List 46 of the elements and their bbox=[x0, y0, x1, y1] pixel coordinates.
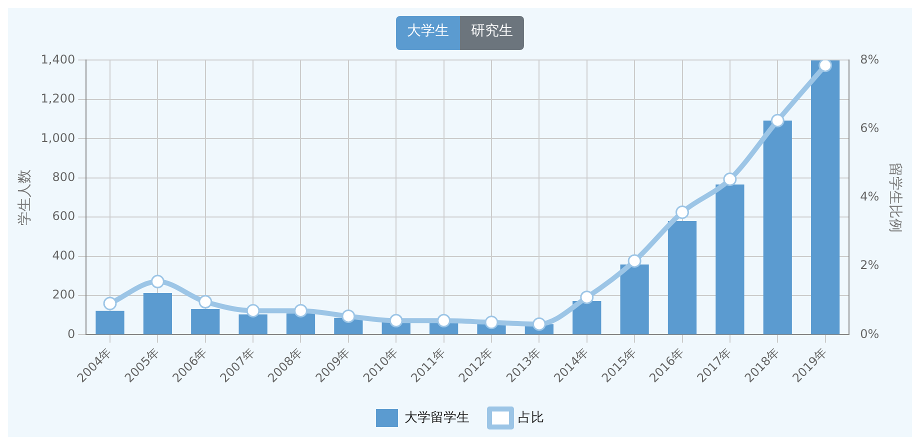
y2-tick-label: 4% bbox=[860, 190, 880, 204]
point bbox=[532, 317, 546, 331]
bar bbox=[286, 313, 316, 334]
y-tick-label: 1,200 bbox=[40, 92, 76, 106]
bar bbox=[238, 314, 268, 334]
point bbox=[818, 60, 832, 72]
y2-tick-label: 6% bbox=[860, 120, 880, 135]
y-tick-label: 1,400 bbox=[40, 52, 76, 66]
y-tick-label: 600 bbox=[52, 209, 76, 224]
y-tick-label: 1,000 bbox=[40, 130, 76, 145]
y2-axis-title: 留学生比例 bbox=[886, 162, 903, 232]
y-axis-title: 学生人数 bbox=[17, 169, 34, 226]
point bbox=[198, 295, 212, 309]
point bbox=[580, 290, 594, 304]
y-tick-label: 400 bbox=[52, 248, 76, 262]
y-tick-label: 200 bbox=[52, 288, 76, 302]
bar bbox=[191, 309, 220, 334]
y-tick-label: 0 bbox=[68, 326, 76, 341]
point bbox=[437, 314, 451, 328]
point bbox=[342, 309, 356, 323]
bar bbox=[96, 310, 124, 334]
point bbox=[150, 274, 164, 288]
bar bbox=[716, 184, 744, 334]
y-tick-label: 800 bbox=[52, 170, 76, 184]
bar bbox=[572, 301, 602, 334]
point bbox=[770, 114, 784, 128]
point bbox=[676, 205, 690, 219]
bar bbox=[811, 60, 840, 334]
legend-label: 占比 bbox=[518, 410, 544, 426]
point bbox=[628, 254, 642, 268]
point bbox=[294, 304, 308, 318]
y2-tick-label: 0% bbox=[860, 326, 880, 341]
point bbox=[103, 296, 117, 310]
bar bbox=[143, 292, 172, 334]
point bbox=[723, 172, 737, 186]
text: 研究生 bbox=[460, 16, 524, 50]
y2-tick-label: 8% bbox=[860, 52, 880, 66]
bar bbox=[763, 120, 792, 334]
legend-label: 大学留学生 bbox=[404, 410, 470, 426]
text: 大学生 bbox=[396, 16, 460, 50]
point bbox=[246, 304, 260, 318]
y2-tick-label: 2% bbox=[860, 258, 880, 272]
bar bbox=[668, 221, 697, 334]
point bbox=[484, 316, 498, 330]
point bbox=[389, 314, 403, 328]
bar bbox=[620, 264, 649, 334]
